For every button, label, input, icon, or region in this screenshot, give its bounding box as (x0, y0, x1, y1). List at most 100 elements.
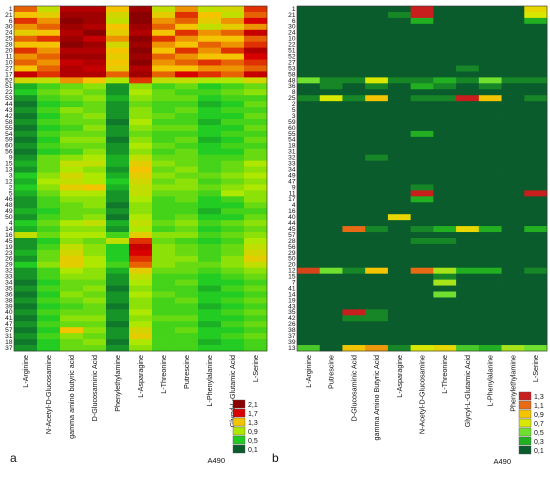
heatmap-a-cell (37, 220, 61, 227)
heatmap-a-cell (14, 23, 38, 31)
heatmap-panel-b: 1216302410225152275358483682525359605554… (272, 5, 548, 466)
heatmap-a-cell (175, 237, 199, 245)
heatmap-a-row-label: 51 (5, 83, 13, 90)
heatmap-b-cell (387, 249, 411, 257)
heatmap-a-cell (129, 101, 153, 108)
heatmap-a-cell (152, 184, 176, 191)
heatmap-a-cell (175, 83, 199, 90)
heatmap-b-cell (456, 261, 480, 269)
heatmap-b-cell (410, 172, 434, 179)
heatmap-a-cell (221, 303, 245, 310)
heatmap-a-row-label: 59 (5, 137, 13, 144)
heatmap-b-cell (524, 333, 548, 340)
heatmap-b-column-label: L-Threonine (440, 355, 449, 394)
heatmap-a-cell (129, 345, 153, 352)
heatmap-b-cell (410, 6, 434, 13)
heatmap-b-cell (456, 71, 480, 78)
heatmap-a-cell (152, 249, 176, 257)
heatmap-a-cell (60, 41, 84, 48)
heatmap-a-cell (152, 255, 176, 263)
heatmap-a-cell (152, 83, 176, 90)
heatmap-b-cell (501, 83, 525, 90)
heatmap-b-cell (501, 327, 525, 334)
heatmap-b-row-label: 45 (288, 226, 296, 233)
heatmap-b-cell (319, 243, 343, 251)
heatmap-b-cell (478, 65, 502, 72)
heatmap-b-cell (433, 255, 457, 263)
heatmap-b-cell (501, 130, 525, 138)
heatmap-a-cell (129, 237, 153, 245)
heatmap-b-cell (501, 35, 525, 43)
heatmap-a-cell (244, 297, 268, 304)
heatmap-a-cell (60, 243, 84, 251)
heatmap-a-cell (106, 273, 130, 280)
heatmap-a-cell (14, 71, 38, 78)
heatmap-b-cell (342, 154, 366, 162)
heatmap-a-cell (221, 291, 245, 298)
heatmap-a-cell (244, 142, 268, 150)
heatmap-a-cell (83, 303, 107, 310)
heatmap-a-cell (106, 172, 130, 179)
heatmap-b-cell (387, 184, 411, 191)
heatmap-b-row-label: 36 (288, 83, 296, 90)
heatmap-b-cell (297, 166, 321, 173)
heatmap-a-cell (198, 23, 222, 31)
heatmap-b-cell (365, 243, 389, 251)
heatmap-a-cell (221, 232, 245, 239)
heatmap-b-cell (297, 297, 321, 304)
heatmap-a-cell (106, 279, 130, 286)
heatmap-a-cell (37, 196, 61, 203)
heatmap-b-cell (433, 35, 457, 43)
heatmap-a-cell (152, 237, 176, 245)
heatmap-a-cell (152, 226, 176, 233)
heatmap-b-cell (524, 261, 548, 269)
heatmap-a-cell (106, 249, 130, 257)
heatmap-a-cell (198, 124, 222, 132)
heatmap-a-cell (14, 11, 38, 19)
heatmap-a-cell (221, 77, 245, 84)
heatmap-b-cell (433, 267, 457, 275)
heatmap-a-cell (175, 297, 199, 304)
legend-a-value: 0,1 (248, 447, 258, 454)
heatmap-b-cell (387, 309, 411, 316)
heatmap-b-cell (297, 71, 321, 78)
heatmap-a-cell (221, 59, 245, 66)
heatmap-b-cell (342, 273, 366, 280)
heatmap-b-cell (297, 232, 321, 239)
heatmap-a-cell (244, 166, 268, 173)
heatmap-a-cell (175, 249, 199, 257)
heatmap-a-row-label: 35 (5, 285, 13, 292)
heatmap-b-cell (410, 333, 434, 340)
heatmap-a-cell (198, 226, 222, 233)
heatmap-b-cell (342, 101, 366, 108)
heatmap-b-cell (433, 237, 457, 245)
heatmap-a-cell (244, 309, 268, 316)
heatmap-b-cell (478, 214, 502, 221)
legend-a-swatch (232, 435, 246, 445)
heatmap-b-cell (478, 6, 502, 13)
heatmap-a-cell (198, 113, 222, 120)
heatmap-b-cell (387, 196, 411, 203)
heatmap-a-cell (14, 249, 38, 257)
heatmap-a-cell (83, 160, 107, 167)
heatmap-a-cell (129, 89, 153, 96)
heatmap-b-column-label: D-Glucosaminic Acid (349, 355, 358, 421)
heatmap-a-cell (175, 89, 199, 96)
heatmap-b-cell (501, 53, 525, 60)
heatmap-b-cell (365, 11, 389, 19)
heatmap-a-cell (198, 333, 222, 340)
heatmap-a-cell (37, 124, 61, 132)
heatmap-a-cell (14, 89, 38, 96)
heatmap-a-cell (14, 130, 38, 138)
heatmap-b-cell (319, 113, 343, 120)
heatmap-a-cell (106, 232, 130, 239)
heatmap-a-cell (152, 267, 176, 275)
heatmap-a-row-label: 20 (5, 48, 13, 55)
heatmap-b-cell (433, 333, 457, 340)
heatmap-a-cell (37, 202, 61, 209)
heatmap-a-cell (60, 17, 84, 25)
heatmap-b-cell (297, 237, 321, 245)
heatmap-a-cell (60, 291, 84, 298)
heatmap-a-cell (198, 249, 222, 257)
heatmap-b-cell (456, 220, 480, 227)
